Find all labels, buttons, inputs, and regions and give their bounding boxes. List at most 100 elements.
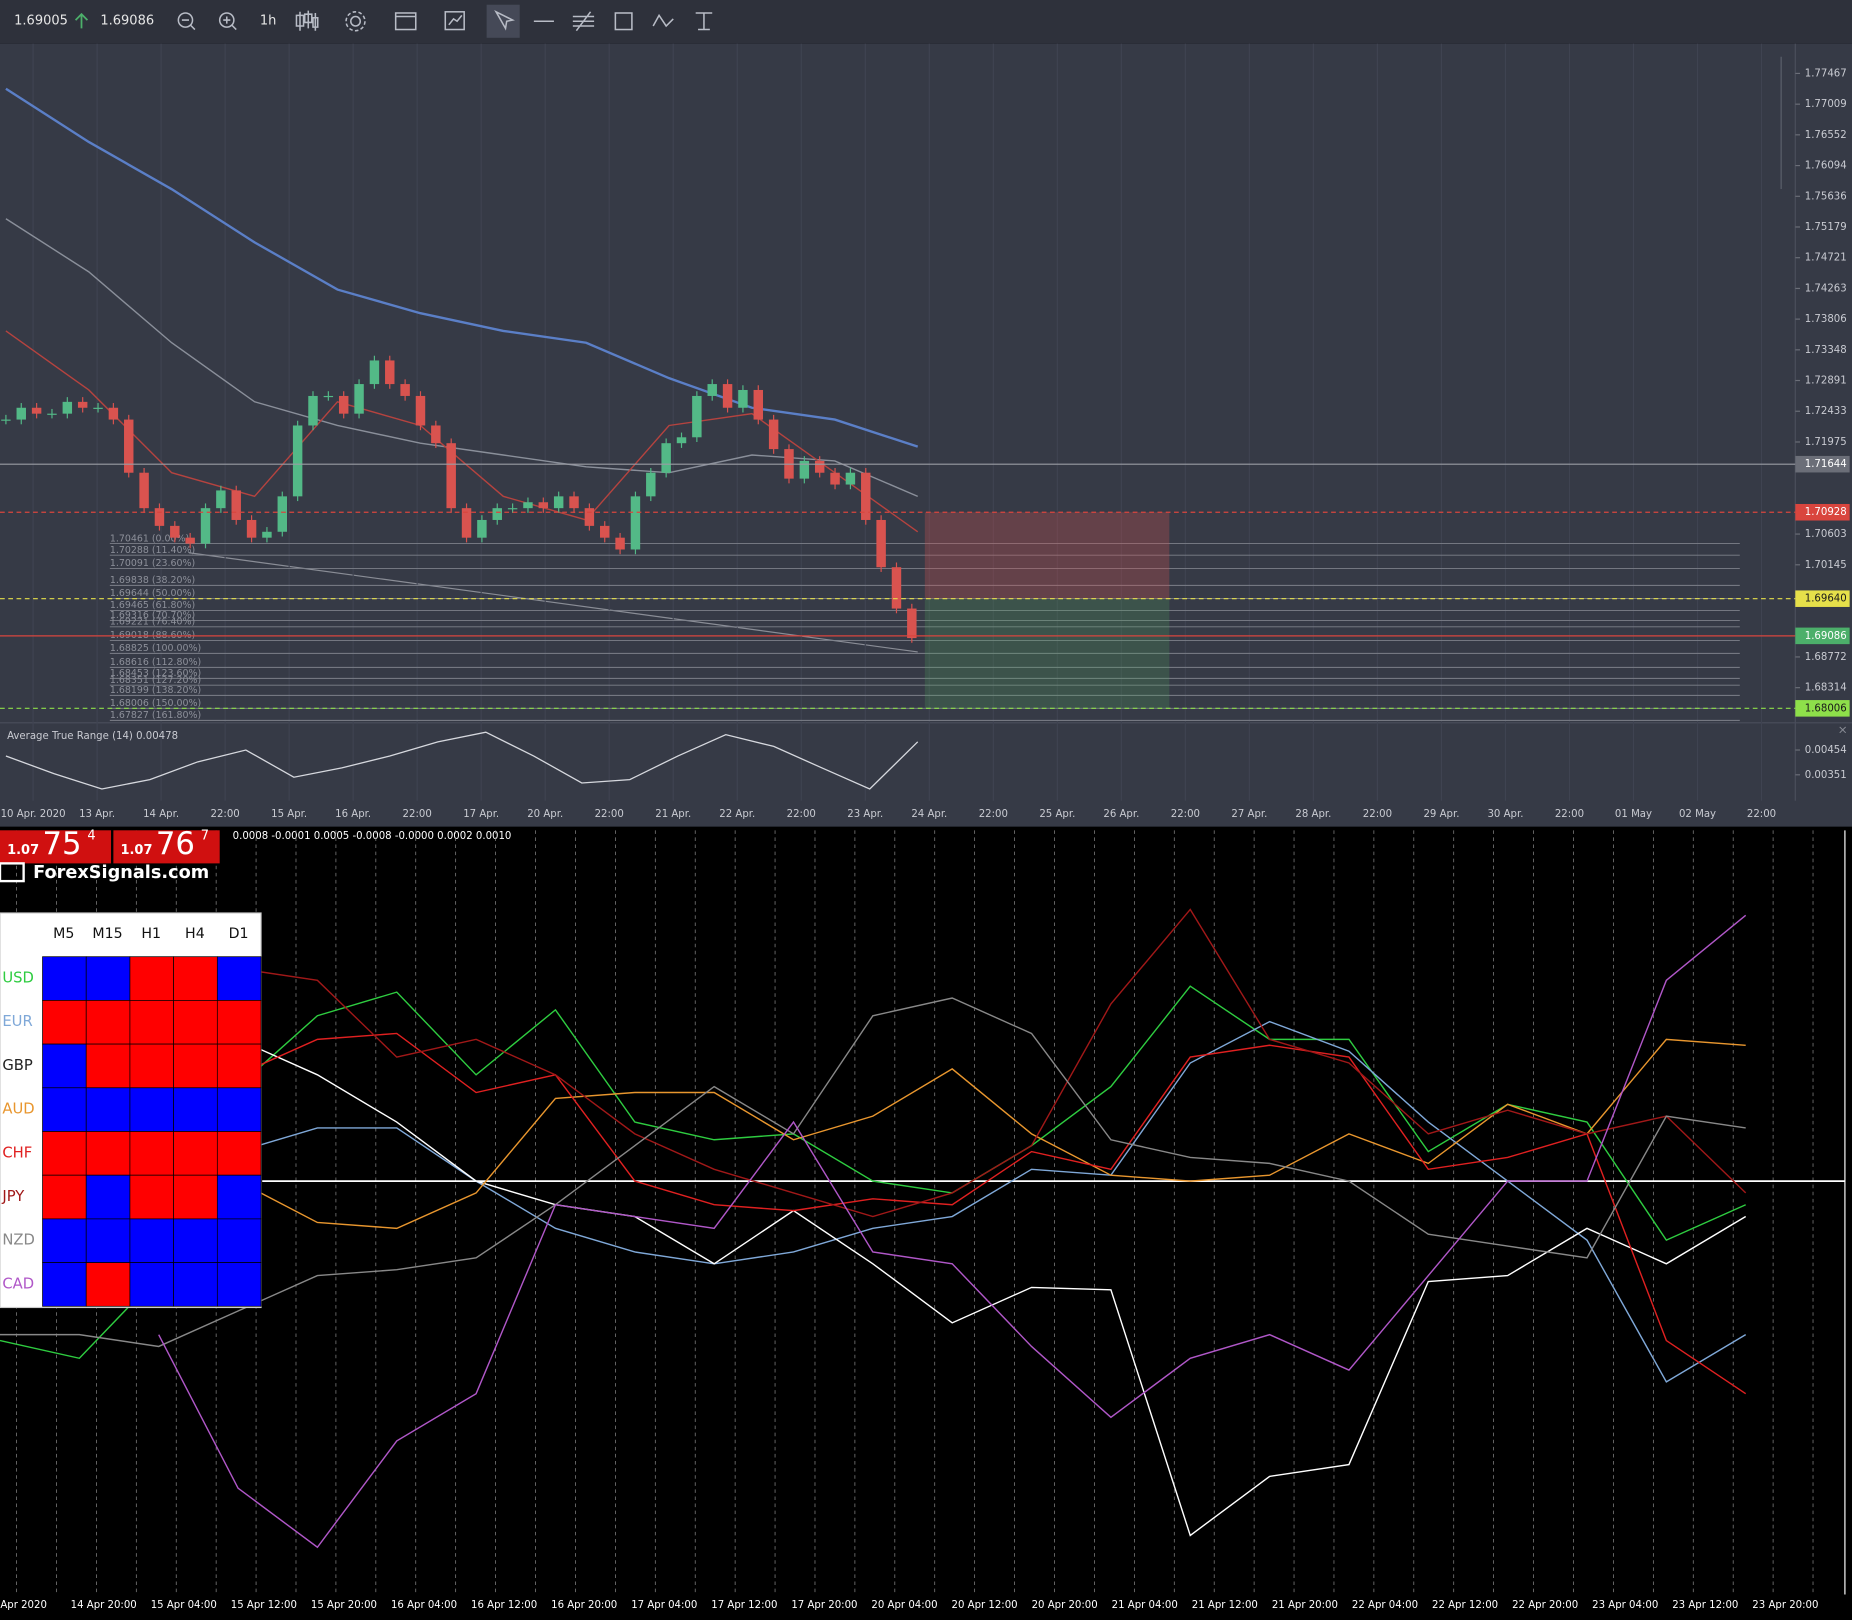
settings-button[interactable] bbox=[345, 11, 366, 32]
currency-label: NZD bbox=[2, 1232, 35, 1249]
x-tick-label: 16 Apr. bbox=[335, 809, 371, 820]
candle bbox=[139, 472, 149, 509]
strength-cell bbox=[216, 1218, 262, 1263]
x-tick-label: 15 Apr. bbox=[271, 809, 307, 820]
x-tick-label: 22 Apr 04:00 bbox=[1352, 1600, 1418, 1611]
x-tick-label: 26 Apr. bbox=[1103, 809, 1139, 820]
zoom-out-button[interactable] bbox=[177, 12, 196, 31]
fib-level-label: 1.68825 (100.00%) bbox=[110, 643, 201, 654]
chart-type-button[interactable] bbox=[295, 10, 319, 31]
strength-cell bbox=[85, 1262, 131, 1307]
strength-cell bbox=[173, 1000, 218, 1045]
strength-cell bbox=[42, 1262, 87, 1307]
text-tool-button[interactable] bbox=[695, 12, 713, 31]
x-tick-label: 21 Apr 04:00 bbox=[1112, 1600, 1178, 1611]
candle bbox=[231, 490, 241, 520]
currency-label: CHF bbox=[2, 1144, 32, 1161]
currency-line bbox=[237, 1032, 1747, 1395]
currency-label: GBP bbox=[2, 1057, 33, 1074]
candle bbox=[799, 460, 810, 479]
logo-mark bbox=[0, 862, 25, 883]
strength-cell bbox=[129, 1262, 174, 1307]
x-tick-label: 20 Apr. bbox=[527, 809, 563, 820]
strength-cell bbox=[85, 956, 131, 1001]
currency-label: AUD bbox=[2, 1101, 34, 1118]
candle bbox=[124, 419, 134, 473]
candle bbox=[538, 502, 549, 509]
x-tick-label: 20 Apr 12:00 bbox=[952, 1600, 1018, 1611]
candle bbox=[246, 519, 257, 538]
fib-level-label: 1.70288 (11.40%) bbox=[110, 545, 195, 556]
fib-level-label: 1.69316 (70.70%) bbox=[110, 610, 195, 621]
path-tool-button[interactable] bbox=[652, 13, 674, 28]
column-header: M15 bbox=[92, 926, 122, 942]
fib-level-label: 1.68453 (123.60%) bbox=[110, 668, 201, 679]
candle bbox=[200, 508, 211, 544]
column-header: D1 bbox=[229, 926, 249, 942]
moving-average bbox=[5, 330, 919, 533]
price-label: 1.70928 bbox=[1805, 507, 1847, 518]
currency-line bbox=[0, 997, 1746, 1348]
fib-level-label: 1.69838 (38.20%) bbox=[110, 575, 195, 586]
y-tick-label: 1.73806 bbox=[1805, 314, 1847, 325]
x-tick-label: 17 Apr 20:00 bbox=[791, 1600, 857, 1611]
x-tick-label: 20 Apr 20:00 bbox=[1032, 1600, 1098, 1611]
candle bbox=[630, 496, 641, 550]
column-header: M5 bbox=[53, 926, 74, 942]
strength-cell bbox=[129, 1131, 174, 1176]
strength-cell bbox=[129, 1218, 174, 1263]
y-tick-label: 1.77009 bbox=[1805, 99, 1847, 110]
candle bbox=[830, 472, 840, 485]
fib-level-label: 1.69221 (76.40%) bbox=[110, 617, 195, 628]
x-tick-label: 15 Apr 20:00 bbox=[311, 1600, 377, 1611]
price-label: 1.69086 bbox=[1805, 631, 1847, 642]
x-tick-label: 02 May bbox=[1679, 809, 1716, 820]
y-tick-label: 1.73348 bbox=[1805, 345, 1847, 356]
strength-cell bbox=[173, 1087, 218, 1132]
strength-cell bbox=[173, 1131, 218, 1176]
price-label-bg bbox=[1795, 627, 1850, 645]
stop-loss-zone bbox=[924, 512, 1170, 599]
strength-cell bbox=[129, 1043, 174, 1089]
x-tick-label: 22:00 bbox=[1555, 809, 1584, 820]
candle bbox=[553, 496, 564, 509]
cursor-tool-button[interactable] bbox=[494, 9, 515, 31]
timeframe-button[interactable]: 1h bbox=[260, 14, 277, 29]
candle bbox=[461, 508, 472, 538]
x-tick-label: 13 Apr. bbox=[79, 809, 115, 820]
candle bbox=[615, 537, 625, 550]
strength-cell bbox=[129, 1087, 174, 1132]
zoom-in-button[interactable] bbox=[218, 12, 237, 31]
candle bbox=[676, 437, 687, 444]
candle bbox=[477, 519, 487, 538]
up-arrow-icon bbox=[74, 12, 89, 29]
candle bbox=[323, 395, 334, 398]
indicators-button[interactable] bbox=[444, 11, 465, 31]
strength-cell bbox=[173, 956, 218, 1001]
rectangle-tool-button[interactable] bbox=[614, 12, 633, 31]
y-tick-label: 1.68772 bbox=[1805, 652, 1847, 663]
x-tick-label: 16 Apr 12:00 bbox=[471, 1600, 537, 1611]
fib-level-label: 1.69465 (61.80%) bbox=[110, 600, 195, 611]
x-tick-label: 22:00 bbox=[403, 809, 432, 820]
candle bbox=[768, 419, 779, 450]
currency-line bbox=[0, 1038, 1747, 1537]
candle bbox=[170, 525, 180, 538]
strength-cell bbox=[42, 1174, 87, 1220]
strength-cell bbox=[42, 1087, 87, 1132]
templates-button[interactable] bbox=[394, 12, 417, 31]
candle bbox=[507, 508, 518, 510]
candle bbox=[400, 384, 410, 396]
y-tick-label: 1.74721 bbox=[1805, 253, 1847, 264]
y-tick-label: 0.00454 bbox=[1805, 745, 1847, 756]
strength-cell bbox=[42, 956, 87, 1001]
channel-tool-button[interactable] bbox=[572, 11, 595, 32]
candle bbox=[16, 407, 26, 420]
candle bbox=[216, 490, 226, 509]
logo: ForexSignals.com bbox=[33, 863, 209, 883]
x-tick-label: 10 Apr. 2020 bbox=[1, 809, 66, 820]
close-panel-button[interactable]: × bbox=[1838, 722, 1848, 736]
candle bbox=[47, 413, 57, 415]
price-label-bg bbox=[1795, 503, 1850, 521]
